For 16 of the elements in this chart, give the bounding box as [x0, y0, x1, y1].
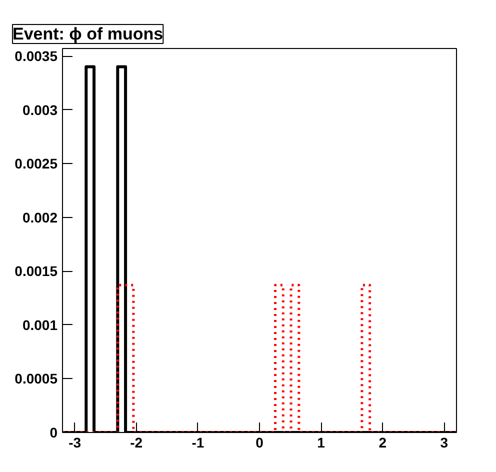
y-tick-label: 0.0035: [14, 48, 58, 64]
y-tick-label: 0.0015: [14, 263, 58, 280]
y-tick-label: 0: [50, 424, 58, 440]
y-tick-label: 0.002: [22, 209, 58, 226]
x-tick-label: -3: [68, 434, 82, 450]
y-tick-label: 0.0005: [14, 370, 58, 387]
x-tick-label: -2: [130, 434, 143, 450]
y-tick-label: 0.003: [22, 102, 58, 118]
x-tick-label: 1: [317, 434, 326, 450]
y-tick-label: 0.001: [22, 316, 58, 333]
chart-title: Event: ϕ of muons: [12, 24, 164, 44]
x-tick-label: 3: [440, 434, 448, 450]
x-tick-label: -1: [192, 434, 204, 450]
x-tick-label: 2: [378, 434, 387, 450]
x-tick-label: 0: [256, 434, 264, 450]
y-tick-label: 0.0025: [14, 156, 58, 172]
